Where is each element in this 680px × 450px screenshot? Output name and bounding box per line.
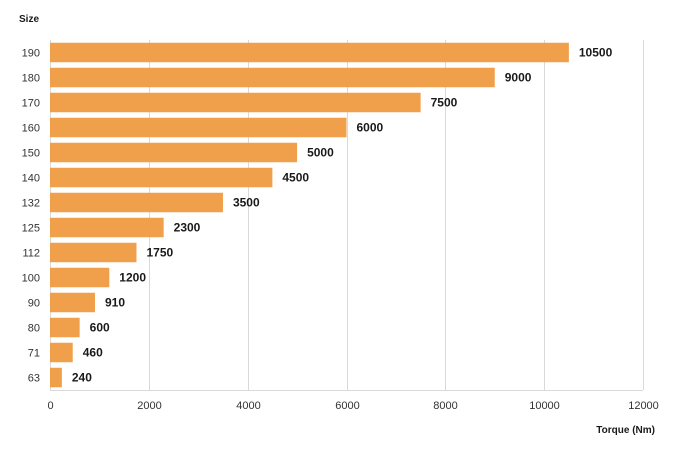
y-tick-label: 90 [28,298,40,310]
bar [50,67,495,88]
bar-value-label: 1750 [146,246,173,260]
y-tick-labels: 190 180 170 160 150 140 132 125 112 100 90 80 71 63 [22,48,40,385]
bar-value-label: 10500 [579,46,613,60]
bar-value-label: 910 [105,296,125,310]
bar [50,167,273,188]
y-tick-label: 80 [28,323,40,335]
x-tick-label: 10000 [529,400,560,412]
y-tick-label: 112 [22,248,40,260]
bar-value-label: 4500 [282,171,309,185]
bar-value-label: 600 [90,321,110,335]
bar-value-label: 240 [72,371,92,385]
y-axis-title: Size [19,14,39,25]
bar [50,242,137,263]
y-tick-label: 140 [22,173,40,185]
bar-value-label: 6000 [357,121,384,135]
bar-value-label: 460 [83,346,103,360]
bar-value-label: 1200 [119,271,146,285]
x-axis-title: Torque (Nm) [596,425,655,436]
bar [50,267,110,288]
x-tick-label: 4000 [236,400,260,412]
bar [50,92,421,113]
bar [50,142,298,163]
y-tick-label: 63 [28,373,40,385]
x-tick-label: 12000 [628,400,659,412]
x-tick-label: 6000 [335,400,359,412]
bar-value-label: 3500 [233,196,260,210]
bar-value-label: 9000 [505,71,532,85]
bar [50,42,569,63]
y-tick-label: 190 [22,48,40,60]
bar [50,317,80,338]
y-tick-label: 170 [22,98,40,110]
x-tick-label: 2000 [137,400,161,412]
x-tick-labels: 0 2000 4000 6000 8000 10000 12000 [47,400,658,412]
x-tick-label: 0 [47,400,53,412]
y-tick-label: 160 [22,123,40,135]
bar [50,117,347,138]
bar [50,217,164,238]
y-tick-label: 150 [22,148,40,160]
bar [50,292,95,313]
bar-value-label: 5000 [307,146,334,160]
bars [50,42,569,388]
value-labels: 10500 9000 7500 6000 5000 4500 3500 23001750120… [72,46,613,385]
y-tick-label: 71 [28,348,40,360]
bar [50,367,62,388]
y-tick-label: 125 [22,223,40,235]
bar-value-label: 7500 [431,96,458,110]
bar-value-label: 2300 [174,221,201,235]
bar [50,342,73,363]
x-tick-label: 8000 [433,400,457,412]
bar [50,192,223,213]
y-tick-label: 180 [22,73,40,85]
y-tick-label: 132 [22,198,40,210]
y-tick-label: 100 [22,273,40,285]
grid-lines [50,40,644,391]
